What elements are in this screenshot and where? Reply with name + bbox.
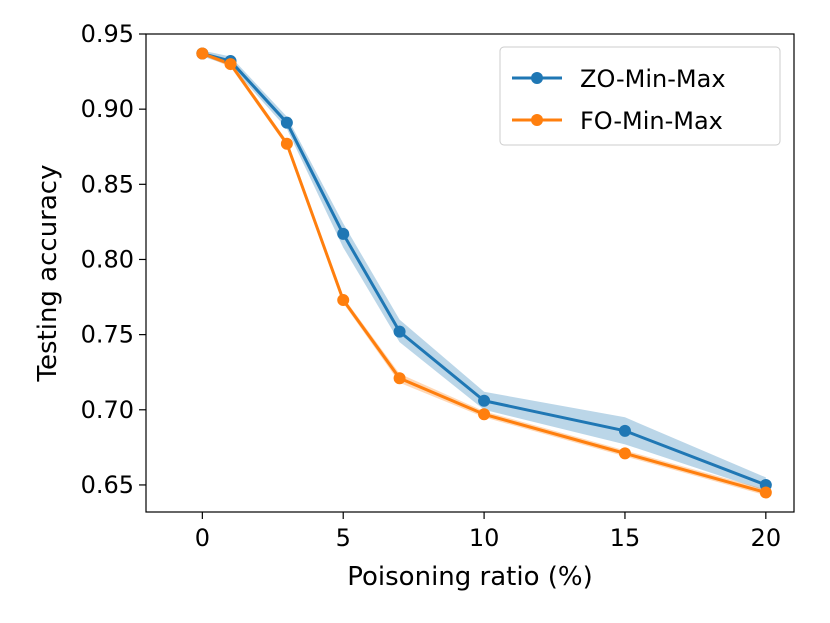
- x-axis-label: Poisoning ratio (%): [347, 562, 593, 592]
- y-tick-label: 0.85: [81, 170, 134, 198]
- legend-frame: [499, 46, 781, 146]
- fo-min-max-point: [393, 372, 406, 385]
- fo-min-max-point: [337, 294, 350, 307]
- zo-min-max-line: [201, 52, 767, 487]
- fo-min-max-point: [618, 447, 631, 460]
- zo-min-max-legend-marker: [531, 72, 543, 84]
- series-lines: [201, 52, 767, 494]
- x-axis-ticks: 0 5 10 15 20: [195, 512, 781, 552]
- fo-min-max-point: [224, 58, 237, 71]
- fo-min-max-legend-marker: [531, 114, 543, 126]
- zo-min-max-point: [618, 424, 631, 437]
- x-tick-label: 0: [195, 524, 210, 552]
- fo-min-max-point: [196, 47, 209, 60]
- y-tick-label: 0.80: [81, 245, 134, 273]
- y-tick-label: 0.70: [81, 396, 134, 424]
- fo-min-max-point: [280, 137, 293, 150]
- zo-min-max-point: [337, 227, 350, 240]
- zo-min-max-legend-label: ZO-Min-Max: [580, 65, 726, 93]
- x-tick-label: 10: [469, 524, 500, 552]
- plot-frame: [145, 33, 795, 513]
- zo-min-max-point: [393, 325, 406, 338]
- legend: ZO-Min-Max FO-Min-Max: [499, 46, 781, 146]
- x-tick-label: 15: [610, 524, 641, 552]
- fo-min-max-line: [201, 52, 767, 494]
- zo-min-max-point: [478, 394, 491, 407]
- y-axis-label: Testing accuracy: [33, 165, 63, 383]
- x-tick-label: 20: [751, 524, 782, 552]
- fo-min-max-point: [759, 486, 772, 499]
- series-markers: [196, 47, 772, 499]
- y-tick-label: 0.75: [81, 321, 134, 349]
- y-axis-ticks: 0.65 0.70 0.75 0.80 0.85 0.90 0.95: [81, 20, 146, 499]
- x-tick-label: 5: [336, 524, 351, 552]
- y-tick-label: 0.95: [81, 20, 134, 48]
- fo-min-max-point: [478, 408, 491, 421]
- fo-min-max-legend-label: FO-Min-Max: [580, 107, 723, 135]
- y-tick-label: 0.90: [81, 95, 134, 123]
- zo-min-max-point: [280, 116, 293, 129]
- y-tick-label: 0.65: [81, 471, 134, 499]
